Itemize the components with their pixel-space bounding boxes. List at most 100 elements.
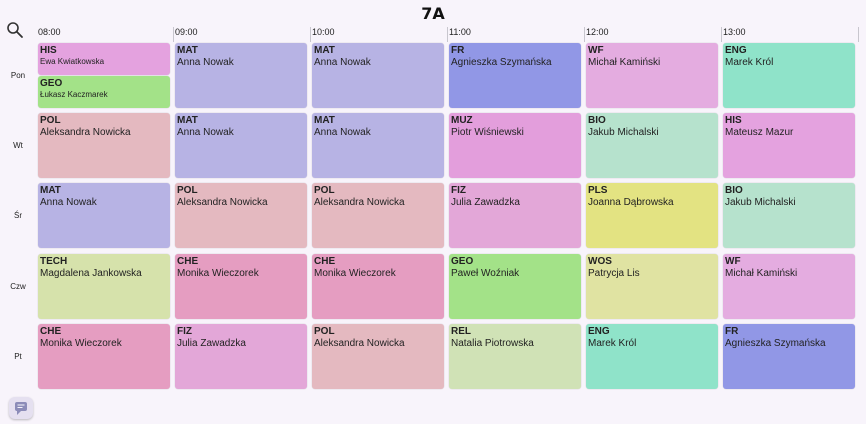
lesson-subject: CHE xyxy=(40,326,62,337)
lesson-teacher: Mateusz Mazur xyxy=(725,127,794,138)
lesson-teacher: Piotr Wiśniewski xyxy=(451,127,524,138)
lesson-teacher: Julia Zawadzka xyxy=(451,197,520,208)
lesson-subject: FIZ xyxy=(177,326,192,337)
lesson-subject: FR xyxy=(451,45,465,56)
lesson-teacher: Anna Nowak xyxy=(314,127,371,138)
lesson-teacher: Marek Król xyxy=(725,57,774,68)
lesson-subject: HIS xyxy=(725,115,742,126)
lesson-teacher: Łukasz Kaczmarek xyxy=(40,90,108,99)
lesson-teacher: Anna Nowak xyxy=(177,127,234,138)
lesson-cell[interactable]: FIZ Julia Zawadzka xyxy=(449,183,581,248)
lesson-teacher: Natalia Piotrowska xyxy=(451,338,534,349)
lesson-teacher: Jakub Michalski xyxy=(725,197,796,208)
day-label: Czw xyxy=(10,281,26,291)
lesson-teacher: Monika Wieczorek xyxy=(40,338,122,349)
lesson-teacher: Agnieszka Szymańska xyxy=(451,57,552,68)
lesson-subject: POL xyxy=(314,326,335,337)
lesson-cell[interactable]: MAT Anna Nowak xyxy=(38,183,170,248)
lesson-subject: WF xyxy=(588,45,604,56)
lesson-cell[interactable]: HIS Mateusz Mazur xyxy=(723,113,855,178)
lesson-cell[interactable]: POL Aleksandra Nowicka xyxy=(312,183,444,248)
hour-header: 08:00 09:00 10:00 11:00 12:00 13:00 xyxy=(0,27,866,42)
lesson-subject: POL xyxy=(40,115,61,126)
lesson-teacher: Aleksandra Nowicka xyxy=(314,197,405,208)
lesson-subject: REL xyxy=(451,326,471,337)
lesson-cell[interactable]: CHE Monika Wieczorek xyxy=(175,254,307,319)
lesson-subject: ENG xyxy=(588,326,610,337)
lesson-subject: MUZ xyxy=(451,115,473,126)
lesson-cell[interactable]: TECH Magdalena Jankowska xyxy=(38,254,170,319)
lesson-subject: WOS xyxy=(588,256,612,267)
lesson-teacher: Magdalena Jankowska xyxy=(40,268,142,279)
lesson-subject: POL xyxy=(314,185,335,196)
hour-label: 13:00 xyxy=(722,27,859,42)
lesson-cell[interactable]: BIO Jakub Michalski xyxy=(723,183,855,248)
lesson-cell[interactable]: POL Aleksandra Nowicka xyxy=(312,324,444,389)
lesson-teacher: Monika Wieczorek xyxy=(177,268,259,279)
lesson-cell[interactable]: ENG Marek Król xyxy=(723,43,855,108)
lesson-cell[interactable]: MAT Anna Nowak xyxy=(175,43,307,108)
lesson-cell[interactable]: MUZ Piotr Wiśniewski xyxy=(449,113,581,178)
hour-label: 10:00 xyxy=(311,27,448,42)
lesson-subject: GEO xyxy=(40,78,63,89)
lesson-cell[interactable]: WF Michał Kamiński xyxy=(586,43,718,108)
lesson-teacher: Monika Wieczorek xyxy=(314,268,396,279)
lesson-cell[interactable]: FR Agnieszka Szymańska xyxy=(449,43,581,108)
lesson-subject: MAT xyxy=(177,45,198,56)
lesson-subject: CHE xyxy=(314,256,336,267)
lesson-subject: FR xyxy=(725,326,739,337)
lesson-cell[interactable]: MAT Anna Nowak xyxy=(312,43,444,108)
day-label: Śr xyxy=(14,210,22,220)
lesson-cell[interactable]: WOS Patrycja Lis xyxy=(586,254,718,319)
lesson-teacher: Aleksandra Nowicka xyxy=(40,127,131,138)
lesson-subject: BIO xyxy=(725,185,743,196)
lesson-cell[interactable]: WF Michał Kamiński xyxy=(723,254,855,319)
page-title: 7A xyxy=(421,4,445,23)
chat-icon[interactable] xyxy=(9,397,33,419)
lesson-teacher: Paweł Woźniak xyxy=(451,268,520,279)
lesson-cell[interactable]: CHE Monika Wieczorek xyxy=(38,324,170,389)
lesson-cell[interactable]: ENG Marek Król xyxy=(586,324,718,389)
lesson-subject: BIO xyxy=(588,115,606,126)
lesson-cell[interactable]: POL Aleksandra Nowicka xyxy=(38,113,170,178)
lesson-teacher: Ewa Kwiatkowska xyxy=(40,57,105,66)
hour-label: 11:00 xyxy=(448,27,585,42)
lesson-subject: MAT xyxy=(314,45,335,56)
lesson-teacher: Anna Nowak xyxy=(314,57,371,68)
lesson-cell[interactable]: HIS Ewa Kwiatkowska xyxy=(38,43,170,75)
lesson-cell[interactable]: MAT Anna Nowak xyxy=(175,113,307,178)
lesson-teacher: Marek Król xyxy=(588,338,637,349)
lesson-subject: MAT xyxy=(177,115,198,126)
lesson-teacher: Michał Kamiński xyxy=(725,268,798,279)
lesson-cell[interactable]: GEO Łukasz Kaczmarek xyxy=(38,76,170,108)
lesson-teacher: Aleksandra Nowicka xyxy=(177,197,268,208)
lesson-subject: WF xyxy=(725,256,741,267)
search-icon[interactable] xyxy=(6,21,24,39)
lesson-cell[interactable]: GEO Paweł Woźniak xyxy=(449,254,581,319)
lesson-cell[interactable]: FR Agnieszka Szymańska xyxy=(723,324,855,389)
lesson-subject: PLS xyxy=(588,185,608,196)
hour-label: 08:00 xyxy=(37,27,174,42)
lesson-cell[interactable]: FIZ Julia Zawadzka xyxy=(175,324,307,389)
lesson-cell[interactable]: CHE Monika Wieczorek xyxy=(312,254,444,319)
hour-label: 09:00 xyxy=(174,27,311,42)
day-label: Wt xyxy=(13,140,23,150)
lesson-teacher: Julia Zawadzka xyxy=(177,338,246,349)
lesson-teacher: Aleksandra Nowicka xyxy=(314,338,405,349)
lesson-teacher: Patrycja Lis xyxy=(588,268,640,279)
lesson-subject: CHE xyxy=(177,256,199,267)
day-label: Pt xyxy=(14,351,22,361)
lesson-teacher: Anna Nowak xyxy=(40,197,97,208)
lesson-teacher: Anna Nowak xyxy=(177,57,234,68)
lesson-teacher: Agnieszka Szymańska xyxy=(725,338,826,349)
lesson-subject: POL xyxy=(177,185,198,196)
lesson-subject: ENG xyxy=(725,45,747,56)
lesson-cell[interactable]: BIO Jakub Michalski xyxy=(586,113,718,178)
lesson-subject: HIS xyxy=(40,45,57,56)
lesson-cell[interactable]: POL Aleksandra Nowicka xyxy=(175,183,307,248)
day-label: Pon xyxy=(10,70,26,80)
lesson-cell[interactable]: REL Natalia Piotrowska xyxy=(449,324,581,389)
lesson-cell[interactable]: MAT Anna Nowak xyxy=(312,113,444,178)
lesson-cell[interactable]: PLS Joanna Dąbrowska xyxy=(586,183,718,248)
lesson-subject: TECH xyxy=(40,256,68,267)
